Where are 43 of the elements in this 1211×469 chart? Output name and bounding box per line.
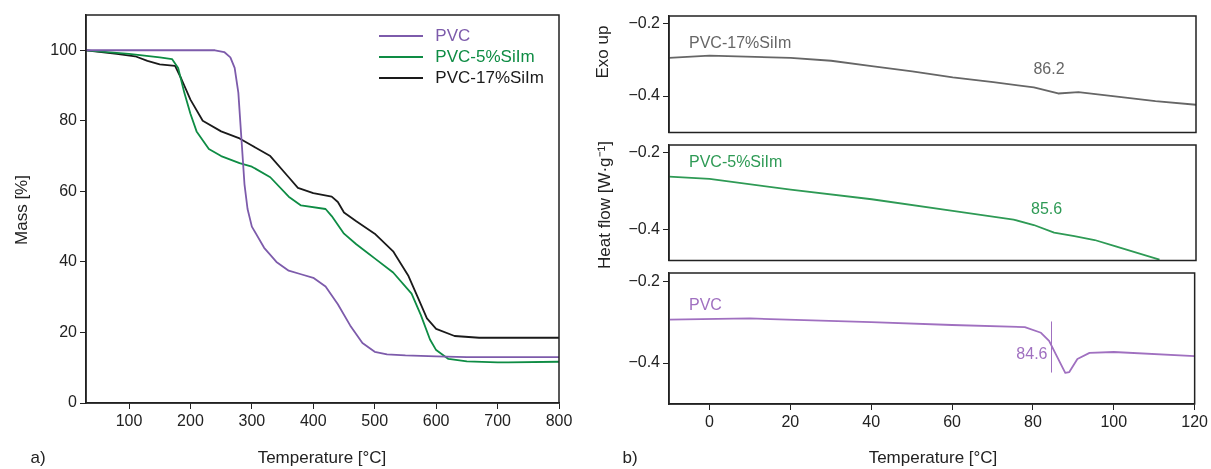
y-tick-label: −0.4 bbox=[628, 220, 661, 238]
y-tick-label: 40 bbox=[59, 252, 78, 270]
y-axis-title: Heat flow [W·g⁻¹] bbox=[593, 141, 615, 269]
x-tick-label: 40 bbox=[862, 413, 881, 431]
annotation: 85.6 bbox=[1030, 199, 1063, 217]
x-tick-label: 100 bbox=[1100, 413, 1128, 431]
x-tick-label: 300 bbox=[238, 412, 266, 430]
x-axis-title: Temperature [°C] bbox=[257, 448, 387, 468]
legend-label: PVC-5%SiIm bbox=[435, 46, 535, 67]
series-label: PVC-5%SiIm bbox=[689, 152, 783, 170]
x-tick-label: 700 bbox=[484, 412, 512, 430]
y-tick-label: −0.2 bbox=[628, 271, 661, 289]
y-axis-title: Mass [%] bbox=[12, 175, 32, 245]
annotation: 86.2 bbox=[1033, 59, 1065, 77]
x-tick-label: 20 bbox=[781, 413, 800, 431]
y-axis-title: Exo up bbox=[593, 25, 613, 79]
x-tick-label: 120 bbox=[1181, 413, 1209, 431]
x-tick-label: 600 bbox=[422, 412, 450, 430]
y-tick-label: 0 bbox=[68, 393, 78, 411]
x-tick-label: 200 bbox=[177, 412, 204, 430]
y-tick-label: 80 bbox=[59, 111, 78, 129]
x-tick-label: 0 bbox=[704, 413, 714, 431]
series-label: PVC-17%SiIm bbox=[689, 34, 792, 52]
y-tick-label: 60 bbox=[59, 181, 78, 199]
legend-label: PVC-17%SiIm bbox=[435, 67, 544, 88]
x-tick-label: 400 bbox=[299, 412, 327, 430]
x-axis-title: Temperature [°C] bbox=[868, 448, 998, 468]
x-tick-label: 500 bbox=[361, 412, 389, 430]
text: b) bbox=[622, 448, 638, 468]
text: a) bbox=[30, 448, 46, 468]
x-tick-label: 60 bbox=[943, 413, 962, 431]
y-tick-label: 20 bbox=[59, 322, 78, 340]
x-tick-label: 800 bbox=[545, 412, 573, 430]
y-tick-label: −0.2 bbox=[628, 143, 661, 161]
y-tick-label: 100 bbox=[50, 40, 78, 58]
y-tick-label: −0.4 bbox=[628, 353, 661, 371]
series-label: PVC bbox=[689, 296, 722, 314]
y-tick-label: −0.4 bbox=[628, 86, 661, 104]
legend-label: PVC bbox=[435, 25, 471, 46]
x-tick-label: 80 bbox=[1024, 413, 1042, 431]
y-tick-label: −0.2 bbox=[628, 13, 661, 31]
x-tick-label: 100 bbox=[115, 412, 143, 430]
ref-line-label: 84.6 bbox=[1016, 344, 1048, 362]
